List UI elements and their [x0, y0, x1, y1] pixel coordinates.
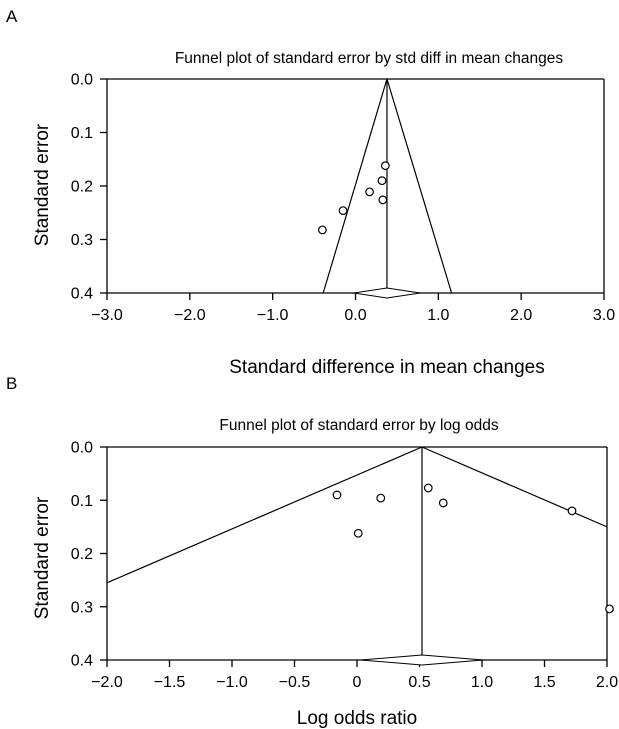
panel-a-y-tick-label: 0.0 [71, 72, 93, 89]
panel-b-x-tick-label: −1.0 [216, 674, 248, 691]
panel-a-funnel-line [386, 78, 453, 294]
panel-b-summary-diamond [360, 654, 484, 666]
panel-a-study-point [365, 187, 374, 197]
panel-a-summary-diamond [353, 287, 421, 299]
panel-a-study-point [338, 206, 348, 216]
panel-a-y-tick-label: 0.1 [71, 125, 93, 142]
panel-a-label: A [6, 7, 18, 26]
panel-b-plot: 0.0 0.1 0.2 0.3 0.4 −2.0 −1.5 −1.0 −0.5 0 0.5 1.0 1.… [71, 440, 618, 692]
panel-b-label: B [6, 374, 17, 393]
panel-a-funnel-line [322, 78, 388, 294]
panel-b-study-point [605, 604, 614, 614]
panel-b-funnel-line [421, 446, 608, 528]
panel-b-x-tick-label: 0.5 [408, 674, 430, 691]
panel-a-study-point [380, 161, 390, 171]
panel-b-title: Funnel plot of standard error by log odd… [219, 417, 498, 434]
panel-b-study-point [438, 498, 448, 508]
panel-a-study-point [378, 195, 388, 205]
panel-a-x-tick-label: −3.0 [91, 307, 123, 324]
panel-b-x-tick-label: 1.0 [471, 674, 493, 691]
panel-a-ylabel: Standard error [32, 123, 53, 246]
panel-b-x-tick-label: −2.0 [91, 674, 123, 691]
panel-a-title: Funnel plot of standard error by std dif… [175, 50, 564, 67]
panel-b-study-point [567, 506, 577, 516]
panel-b-y-tick-label: 0.4 [71, 653, 93, 670]
panel-a-y-tick-label: 0.2 [71, 179, 93, 196]
panel-b-xlabel: Log odds ratio [297, 708, 417, 729]
panel-b-study-point [376, 493, 386, 503]
panel-a-x-tick-label: 3.0 [593, 307, 615, 324]
panel-a-y-tick-label: 0.4 [71, 286, 93, 303]
panel-b-x-tick-label: 1.5 [533, 674, 555, 691]
panel-a-x-tick-label: −1.0 [257, 307, 289, 324]
panel-b-ylabel: Standard error [32, 496, 53, 619]
panel-b: B Funnel plot of standard error by log o… [6, 374, 618, 729]
panel-b-y-tick-label: 0.2 [71, 546, 93, 563]
panel-b-y-tick-label: 0.0 [71, 440, 93, 457]
panel-b-y-tick-label: 0.3 [71, 599, 93, 616]
panel-b-x-tick-label: 0 [353, 674, 362, 691]
panel-a-x-tick-label: 0.0 [344, 307, 366, 324]
panel-a-y-tick-label: 0.3 [71, 232, 93, 249]
panel-b-y-tick-label: 0.1 [71, 493, 93, 510]
panel-a-x-tick-label: 1.0 [427, 307, 449, 324]
panel-a-plot: 0.0 0.1 0.2 0.3 0.4 −3.0 −2.0 −1.0 0.0 1.0 2.0 3.0 [71, 72, 615, 325]
panel-b-x-tick-label: −1.5 [154, 674, 186, 691]
panel-a: A Funnel plot of standard error by std d… [6, 7, 615, 378]
panel-b-x-tick-label: −0.5 [279, 674, 311, 691]
panel-b-x-tick-label: 2.0 [596, 674, 618, 691]
panel-b-funnel-line [106, 446, 423, 584]
panel-a-x-tick-label: 2.0 [510, 307, 532, 324]
panel-a-study-point [317, 225, 327, 235]
panel-a-x-tick-label: −2.0 [174, 307, 206, 324]
panel-a-xlabel: Standard difference in mean changes [229, 357, 544, 378]
panel-b-study-point [353, 528, 363, 538]
panel-a-study-point [377, 176, 387, 186]
panel-b-study-point [332, 490, 342, 500]
panel-b-study-point [423, 483, 433, 493]
